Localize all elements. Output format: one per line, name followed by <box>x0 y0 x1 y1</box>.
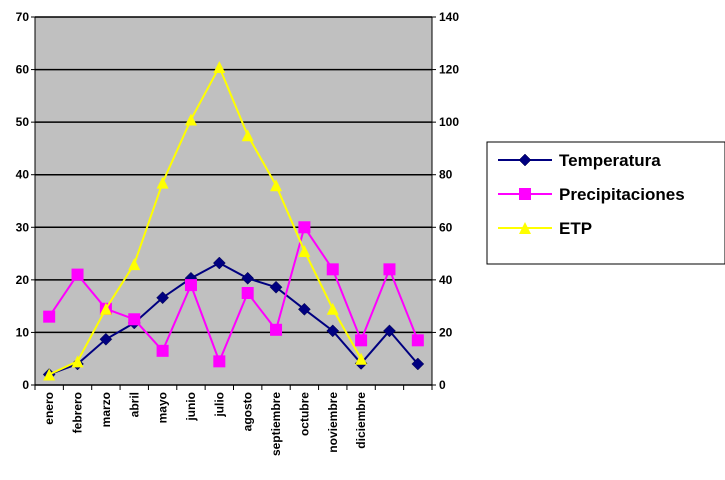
legend-label: Temperatura <box>559 151 661 170</box>
data-point <box>156 291 169 305</box>
right-tick-label: 0 <box>439 378 446 392</box>
data-point <box>326 263 339 276</box>
x-tick-label: agosto <box>241 392 255 431</box>
right-tick-label: 120 <box>439 63 459 77</box>
legend-marker <box>519 222 531 234</box>
data-point <box>326 324 340 338</box>
data-point <box>99 332 113 346</box>
data-point <box>298 221 311 234</box>
legend-marker <box>518 153 532 167</box>
data-point <box>43 368 56 381</box>
data-point <box>99 302 112 315</box>
left-tick-label: 30 <box>16 220 30 234</box>
data-point <box>213 355 226 368</box>
right-tick-label: 40 <box>439 273 453 287</box>
grid-lines <box>35 16 432 334</box>
data-point <box>128 313 141 326</box>
legend: Temperatura Precipitaciones ETP <box>486 141 725 265</box>
right-tick-label: 100 <box>439 115 459 129</box>
left-tick-label: 60 <box>16 63 30 77</box>
x-tick-label: marzo <box>99 392 113 427</box>
right-axis-ticks: 0 20 40 60 80 100 120 140 <box>439 10 459 392</box>
data-point <box>270 323 283 336</box>
left-tick-label: 70 <box>16 10 30 24</box>
data-point <box>411 357 425 371</box>
data-point <box>355 334 368 347</box>
left-axis-ticks: 0 10 20 30 40 50 60 70 <box>16 10 30 392</box>
data-point <box>411 334 424 347</box>
x-tick-label: noviembre <box>326 392 340 453</box>
data-point <box>156 176 169 189</box>
data-point <box>213 60 226 73</box>
x-tick-label: octubre <box>297 392 311 436</box>
legend-label: Precipitaciones <box>559 185 685 204</box>
legend-label: ETP <box>559 219 592 238</box>
data-point <box>43 310 56 323</box>
data-point <box>241 271 255 285</box>
data-point <box>241 287 254 299</box>
left-tick-label: 40 <box>16 168 30 182</box>
series-Precipitaciones <box>43 221 424 368</box>
data-point <box>156 344 169 357</box>
x-tick-label: enero <box>42 392 56 425</box>
data-point <box>71 268 84 281</box>
data-point <box>241 129 254 142</box>
data-point <box>269 280 283 294</box>
left-tick-label: 50 <box>16 115 30 129</box>
series-line <box>48 64 362 376</box>
x-tick-label: septiembre <box>269 392 283 456</box>
plot-area <box>34 16 433 386</box>
x-tick-label: mayo <box>156 392 170 423</box>
right-tick-label: 80 <box>439 168 453 182</box>
legend-marker <box>519 188 531 200</box>
series-ETP <box>43 60 368 381</box>
series-layer <box>42 60 425 381</box>
axes <box>31 16 436 390</box>
right-tick-label: 60 <box>439 220 453 234</box>
left-tick-label: 10 <box>16 325 30 339</box>
data-point <box>326 302 339 315</box>
left-tick-label: 0 <box>22 378 29 392</box>
x-tick-label: abril <box>127 392 141 417</box>
data-point <box>355 352 368 365</box>
left-tick-label: 20 <box>16 273 30 287</box>
data-point <box>71 355 84 368</box>
x-tick-label: febrero <box>71 392 85 433</box>
x-tick-label: junio <box>184 392 198 422</box>
data-point <box>270 179 283 192</box>
data-point <box>383 324 396 338</box>
series-line <box>48 261 419 376</box>
data-point <box>298 302 311 316</box>
data-point <box>212 256 226 270</box>
data-point <box>298 244 311 257</box>
data-point <box>184 279 197 292</box>
right-tick-label: 140 <box>439 10 459 24</box>
x-tick-label: julio <box>212 392 226 418</box>
x-axis-ticks: enero febrero marzo abril mayo junio julio agos… <box>42 392 368 456</box>
data-point <box>383 263 396 276</box>
x-tick-label: diciembre <box>354 392 368 449</box>
data-point <box>128 258 141 271</box>
right-tick-label: 20 <box>439 325 453 339</box>
data-point <box>184 113 197 126</box>
